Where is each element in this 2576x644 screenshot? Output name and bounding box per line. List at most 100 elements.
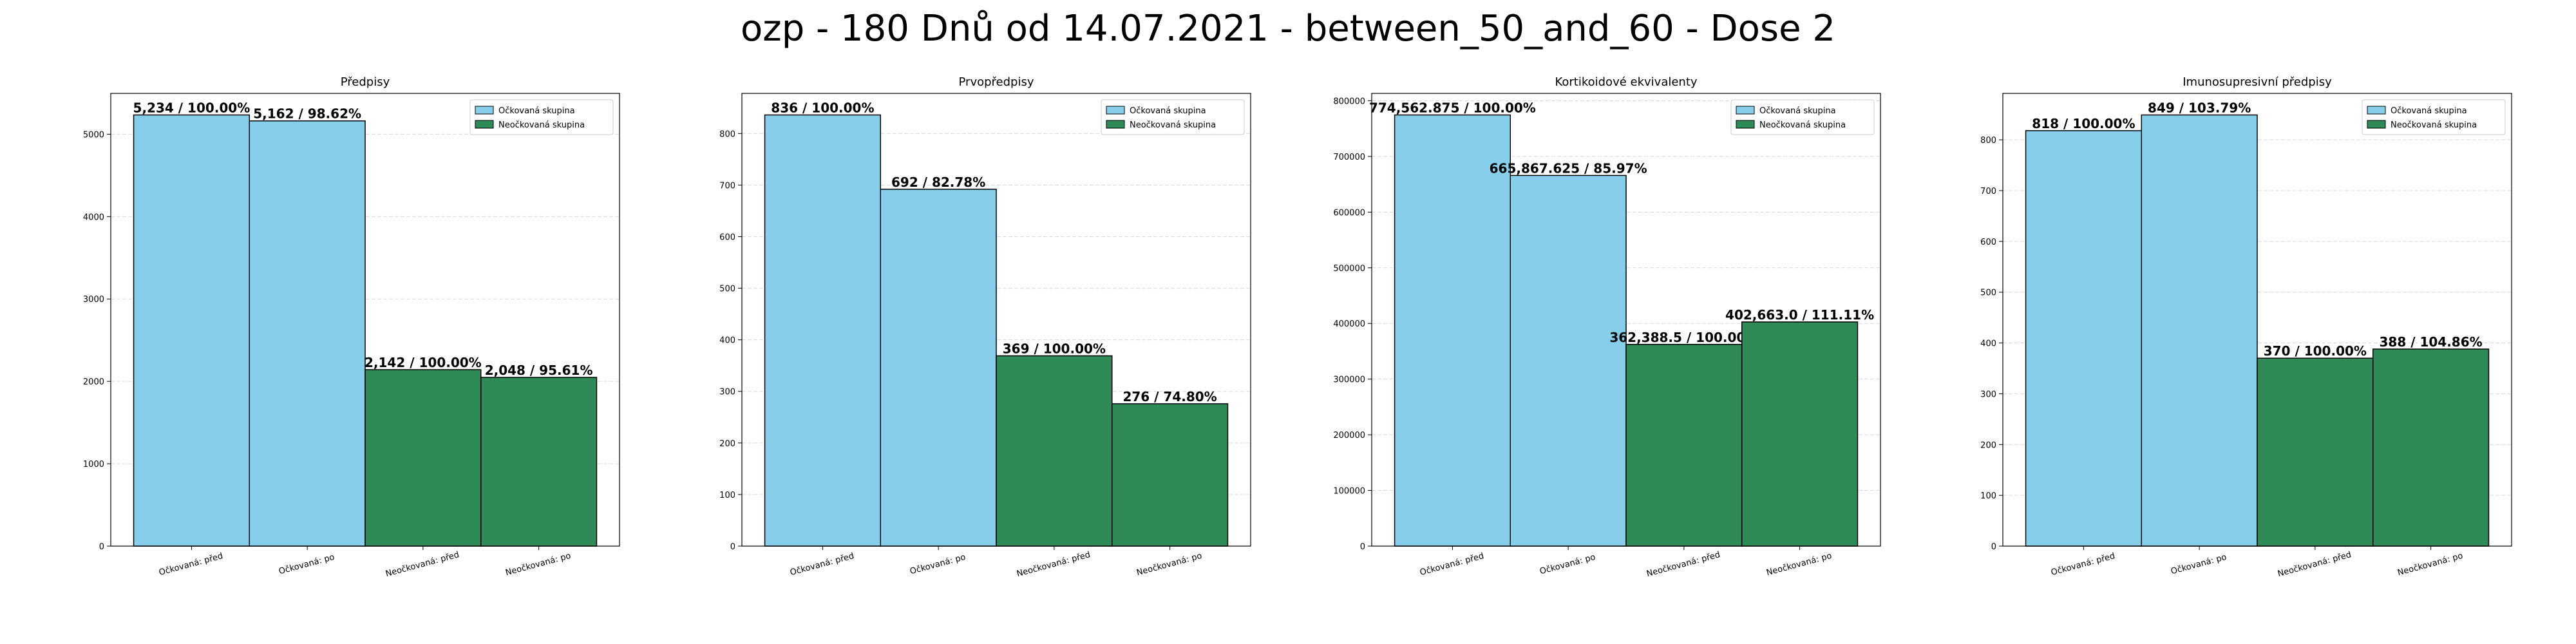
bar-vaccinated[interactable]: [1394, 114, 1511, 547]
legend-swatch-vaccinated: [2367, 106, 2386, 115]
chart-panel-2: Prvopředpisy 0 100 200 300 400 500 600 700 800 836…: [719, 75, 1251, 579]
axes-frame: [1371, 93, 1881, 547]
y-tick-label: 1000: [83, 460, 104, 469]
bar-vaccinated[interactable]: [2141, 114, 2258, 547]
x-tick-label: Očkovaná: po: [909, 553, 967, 577]
y-tick-label: 300: [719, 388, 735, 397]
legend-swatch-unvaccinated: [1106, 120, 1125, 129]
legend-box: [469, 99, 614, 135]
x-tick-label: Neočkovaná: před: [1645, 550, 1721, 579]
y-tick-label: 100000: [1333, 487, 1365, 497]
legend-swatch-vaccinated: [1736, 106, 1755, 115]
x-tick-label: Neočkovaná: po: [1765, 551, 1833, 578]
bar-unvaccinated[interactable]: [1111, 403, 1229, 547]
x-tick-label: Očkovaná: po: [1539, 553, 1596, 577]
y-tick-label: 800000: [1333, 97, 1365, 106]
legend-label-vaccinated: Očkovaná skupina: [1759, 106, 1836, 116]
y-tick-label: 0: [99, 542, 104, 552]
chart-panel-4: Imunosupresivní předpisy 0 100 200 300 400 500…: [1980, 75, 2512, 579]
y-tick-label: 600000: [1333, 208, 1365, 218]
bar-value-label: 818 / 100.00%: [2032, 116, 2135, 131]
bar-value-label: 362,388.5 / 100.00%: [1609, 330, 1758, 345]
y-tick-label: 500: [719, 285, 735, 294]
x-tick-label: Neočkovaná: po: [2396, 551, 2464, 578]
bar-unvaccinated[interactable]: [996, 355, 1113, 547]
legend: Očkovaná skupina Neočkovaná skupina: [469, 99, 614, 135]
bar-value-label: 276 / 74.80%: [1122, 389, 1217, 404]
y-tick-label: 500000: [1333, 264, 1365, 274]
bar-value-label: 402,663.0 / 111.11%: [1725, 307, 1874, 323]
y-tick-label: 0: [1360, 542, 1365, 552]
bar-value-label: 849 / 103.79%: [2148, 100, 2251, 115]
legend-label-unvaccinated: Neočkovaná skupina: [2391, 120, 2477, 130]
y-tick-label: 600: [719, 232, 735, 242]
y-tick-label: 700: [1980, 187, 1996, 196]
y-tick-label: 200000: [1333, 431, 1365, 440]
legend: Očkovaná skupina Neočkovaná skupina: [1730, 99, 1875, 135]
legend-swatch-vaccinated: [1106, 106, 1125, 115]
x-tick-label: Očkovaná: po: [278, 553, 336, 577]
legend-box: [1101, 99, 1245, 135]
legend-label-vaccinated: Očkovaná skupina: [2391, 106, 2467, 116]
legend-label-vaccinated: Očkovaná skupina: [1130, 106, 1206, 116]
legend-label-unvaccinated: Neočkovaná skupina: [1130, 120, 1216, 130]
bar-value-label: 2,142 / 100.00%: [365, 355, 482, 370]
y-tick-label: 400000: [1333, 319, 1365, 329]
bar-vaccinated[interactable]: [1510, 175, 1627, 547]
chart-title: Imunosupresivní předpisy: [2183, 75, 2332, 89]
bar-value-label: 388 / 104.86%: [2379, 334, 2482, 350]
chart-panel-3: Kortikoidové ekvivalenty 0 100000 200000 300…: [1333, 75, 1881, 579]
y-tick-label: 300: [1980, 390, 1996, 399]
bar-unvaccinated[interactable]: [1625, 344, 1743, 547]
bar-vaccinated[interactable]: [249, 120, 366, 547]
bar-vaccinated[interactable]: [880, 189, 997, 547]
y-tick-label: 400: [1980, 339, 1996, 349]
bar-unvaccinated[interactable]: [480, 377, 598, 547]
y-tick-label: 100: [719, 491, 735, 500]
y-tick-label: 4000: [83, 213, 104, 222]
bar-value-label: 2,048 / 95.61%: [485, 363, 593, 378]
bar-vaccinated[interactable]: [2025, 130, 2143, 547]
axes-frame: [110, 93, 620, 547]
x-tick-label: Neočkovaná: po: [504, 551, 572, 578]
bar-vaccinated[interactable]: [133, 114, 251, 547]
chart-title: Prvopředpisy: [959, 75, 1034, 89]
y-tick-label: 500: [1980, 289, 1996, 298]
y-tick-label: 2000: [83, 377, 104, 387]
y-tick-label: 0: [1991, 542, 1996, 552]
y-tick-label: 200: [1980, 440, 1996, 450]
legend-box: [2362, 99, 2506, 135]
y-tick-label: 700000: [1333, 153, 1365, 162]
bar-unvaccinated[interactable]: [1741, 321, 1859, 547]
bar-value-label: 5,162 / 98.62%: [253, 106, 361, 122]
figure-title: ozp - 180 Dnů od 14.07.2021 - between_50…: [741, 8, 1835, 50]
legend-swatch-unvaccinated: [475, 120, 494, 129]
bar-vaccinated[interactable]: [764, 114, 882, 547]
chart-panel-1: Předpisy 0 1000 2000 3000 4000 5000 5,234 / 100…: [83, 75, 620, 579]
y-tick-label: 400: [719, 336, 735, 346]
bar-value-label: 836 / 100.00%: [771, 100, 874, 115]
x-tick-label: Neočkovaná: před: [384, 550, 460, 579]
bar-unvaccinated[interactable]: [2257, 357, 2374, 547]
legend: Očkovaná skupina Neočkovaná skupina: [2362, 99, 2506, 135]
x-tick-label: Neočkovaná: před: [1016, 550, 1092, 579]
legend-label-unvaccinated: Neočkovaná skupina: [1759, 120, 1846, 130]
axes-frame: [2002, 93, 2512, 547]
legend: Očkovaná skupina Neočkovaná skupina: [1101, 99, 1245, 135]
y-tick-label: 200: [719, 439, 735, 449]
chart-title: Kortikoidové ekvivalenty: [1555, 75, 1697, 89]
x-tick-label: Očkovaná: před: [1419, 551, 1485, 578]
legend-label-vaccinated: Očkovaná skupina: [498, 106, 575, 116]
y-tick-label: 300000: [1333, 375, 1365, 385]
x-tick-label: Neočkovaná: před: [2277, 550, 2353, 579]
legend-swatch-unvaccinated: [2367, 120, 2386, 129]
x-tick-label: Očkovaná: po: [2170, 553, 2228, 577]
bar-unvaccinated[interactable]: [365, 369, 482, 547]
y-tick-label: 3000: [83, 295, 104, 305]
bar-unvaccinated[interactable]: [2372, 348, 2490, 547]
x-tick-label: Očkovaná: před: [789, 551, 855, 578]
y-tick-label: 800: [1980, 136, 1996, 146]
legend-box: [1730, 99, 1875, 135]
bar-value-label: 692 / 82.78%: [891, 175, 985, 190]
